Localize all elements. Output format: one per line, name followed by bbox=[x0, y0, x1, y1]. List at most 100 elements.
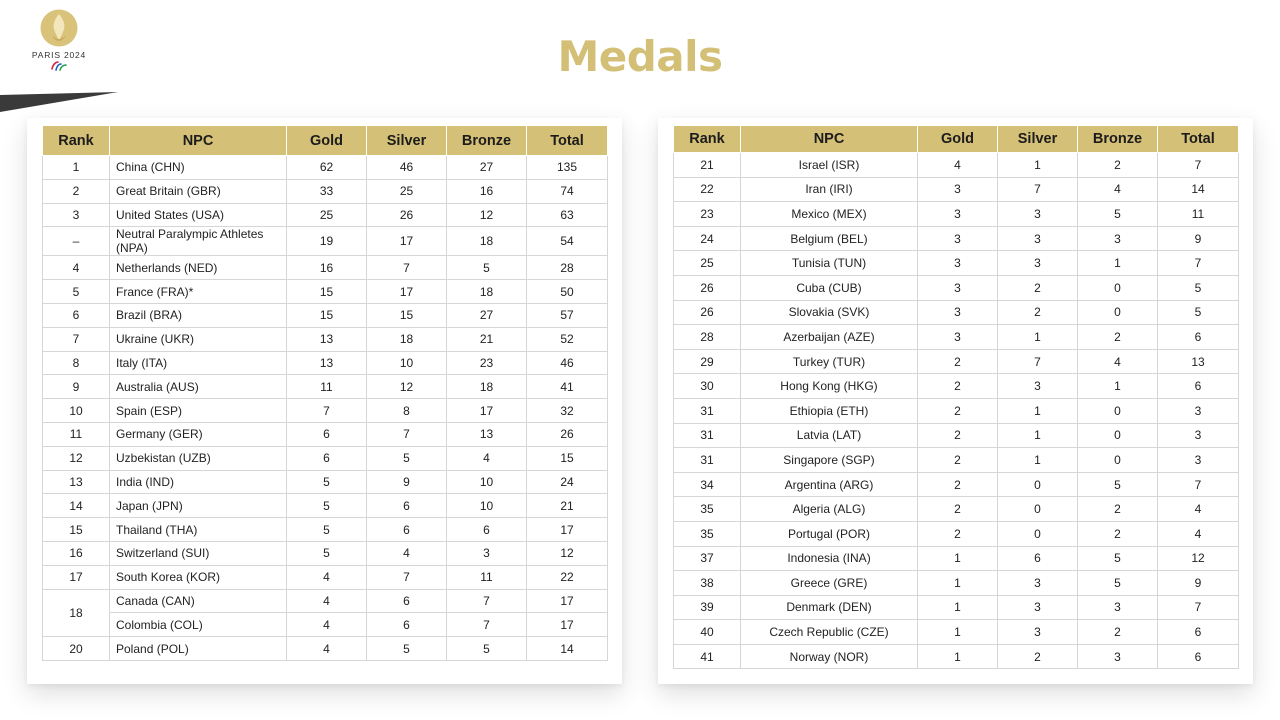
cell-silver: 1 bbox=[997, 397, 1078, 424]
table-row: 16 Switzerland (SUI) 5 4 3 12 bbox=[42, 540, 608, 566]
cell-gold: 7 bbox=[286, 398, 367, 423]
cell-gold: 13 bbox=[286, 326, 367, 352]
table-row: 23 Mexico (MEX) 3 3 5 11 bbox=[673, 201, 1239, 227]
cell-rank: 21 bbox=[673, 152, 741, 178]
cell-rank: 23 bbox=[673, 201, 741, 227]
column-header-silver: Silver bbox=[997, 125, 1078, 153]
cell-bronze: 2 bbox=[1077, 324, 1158, 350]
cell-bronze: 0 bbox=[1077, 422, 1158, 449]
cell-npc: Portugal (POR) bbox=[740, 520, 918, 547]
cell-rank: 11 bbox=[42, 421, 110, 447]
cell-silver: 3 bbox=[997, 201, 1078, 227]
cell-npc: Slovakia (SVK) bbox=[740, 299, 918, 326]
cell-gold: 4 bbox=[286, 588, 367, 614]
cell-gold: 4 bbox=[286, 636, 367, 661]
table-row: 15 Thailand (THA) 5 6 6 17 bbox=[42, 517, 608, 542]
cell-bronze: 11 bbox=[446, 564, 527, 590]
cell-silver: 15 bbox=[366, 302, 447, 328]
table-header-row: Rank NPC Gold Silver Bronze Total bbox=[42, 125, 608, 156]
cell-bronze: 4 bbox=[446, 445, 527, 471]
cell-silver: 1 bbox=[997, 422, 1078, 449]
cell-bronze: 3 bbox=[446, 540, 527, 566]
cell-npc: Netherlands (NED) bbox=[109, 255, 287, 281]
cell-bronze: 27 bbox=[446, 302, 527, 328]
cell-bronze: 5 bbox=[1077, 570, 1158, 596]
cell-silver: 1 bbox=[997, 447, 1078, 473]
cell-gold: 6 bbox=[286, 421, 367, 447]
cell-silver: 7 bbox=[366, 255, 447, 281]
paris-2024-logo: PARIS 2024 bbox=[26, 8, 92, 80]
cell-gold: 62 bbox=[286, 155, 367, 180]
cell-silver: 6 bbox=[366, 588, 447, 614]
cell-rank: – bbox=[42, 226, 110, 257]
cell-silver: 6 bbox=[366, 493, 447, 519]
cell-total: 9 bbox=[1157, 570, 1239, 596]
cell-silver: 17 bbox=[366, 226, 447, 257]
cell-rank: 24 bbox=[673, 225, 741, 252]
cell-gold: 3 bbox=[917, 176, 998, 203]
table-row: 30 Hong Kong (HKG) 2 3 1 6 bbox=[673, 373, 1239, 399]
cell-rank: 26 bbox=[673, 274, 741, 301]
medal-table-panel-left: Rank NPC Gold Silver Bronze Total 1 China… bbox=[27, 118, 622, 684]
cell-rank: 31 bbox=[673, 397, 741, 424]
cell-silver: 5 bbox=[366, 636, 447, 661]
cell-rank: 39 bbox=[673, 594, 741, 621]
cell-total: 57 bbox=[526, 302, 608, 328]
cell-npc: Neutral Paralympic Athletes (NPA) bbox=[109, 226, 287, 257]
cell-bronze: 17 bbox=[446, 398, 527, 423]
page-title: Medals bbox=[557, 32, 723, 81]
cell-total: 7 bbox=[1157, 471, 1239, 498]
cell-rank: 8 bbox=[42, 350, 110, 376]
cell-total: 46 bbox=[526, 350, 608, 376]
cell-bronze: 0 bbox=[1077, 447, 1158, 473]
cell-npc: India (IND) bbox=[109, 469, 287, 495]
cell-npc: Algeria (ALG) bbox=[740, 496, 918, 522]
cell-total: 3 bbox=[1157, 422, 1239, 449]
table-row: 31 Latvia (LAT) 2 1 0 3 bbox=[673, 422, 1239, 449]
cell-npc: Singapore (SGP) bbox=[740, 447, 918, 473]
cell-total: 17 bbox=[526, 612, 608, 638]
cell-silver: 3 bbox=[997, 225, 1078, 252]
column-header-rank: Rank bbox=[673, 125, 741, 153]
cell-rank: 37 bbox=[673, 545, 741, 572]
cell-gold: 1 bbox=[917, 594, 998, 621]
cell-gold: 2 bbox=[917, 422, 998, 449]
cell-rank: 34 bbox=[673, 471, 741, 498]
cell-rank: 40 bbox=[673, 619, 741, 645]
cell-npc: Argentina (ARG) bbox=[740, 471, 918, 498]
table-row: 3 United States (USA) 25 26 12 63 bbox=[42, 202, 608, 228]
cell-rank: 14 bbox=[42, 493, 110, 519]
cell-npc: Great Britain (GBR) bbox=[109, 178, 287, 204]
cell-bronze: 5 bbox=[1077, 545, 1158, 572]
cell-npc: Israel (ISR) bbox=[740, 152, 918, 178]
cell-bronze: 10 bbox=[446, 493, 527, 519]
table-row: 26 Cuba (CUB) 3 2 0 5 bbox=[673, 274, 1239, 301]
cell-npc: Spain (ESP) bbox=[109, 398, 287, 423]
decorative-wedge bbox=[0, 92, 118, 112]
table-row: 28 Azerbaijan (AZE) 3 1 2 6 bbox=[673, 324, 1239, 350]
cell-rank: 22 bbox=[673, 176, 741, 203]
cell-total: 26 bbox=[526, 421, 608, 447]
table-row: 31 Ethiopia (ETH) 2 1 0 3 bbox=[673, 397, 1239, 424]
table-row: 1 China (CHN) 62 46 27 135 bbox=[42, 155, 608, 180]
cell-silver: 0 bbox=[997, 471, 1078, 498]
cell-silver: 3 bbox=[997, 619, 1078, 645]
table-row: 20 Poland (POL) 4 5 5 14 bbox=[42, 636, 608, 661]
cell-rank: 25 bbox=[673, 250, 741, 276]
cell-gold: 5 bbox=[286, 493, 367, 519]
cell-total: 12 bbox=[526, 540, 608, 566]
table-row: Colombia (COL) 4 6 7 17 bbox=[43, 612, 608, 638]
medal-table-right-body: 21 Israel (ISR) 4 1 2 7 22 Iran (IRI) 3 7 4 14 23 Mex… bbox=[673, 152, 1239, 670]
column-header-gold: Gold bbox=[917, 125, 998, 153]
cell-gold: 3 bbox=[917, 274, 998, 301]
cell-silver: 3 bbox=[997, 594, 1078, 621]
cell-total: 6 bbox=[1157, 373, 1239, 399]
cell-bronze: 2 bbox=[1077, 496, 1158, 522]
cell-npc: Tunisia (TUN) bbox=[740, 250, 918, 276]
table-row: 34 Argentina (ARG) 2 0 5 7 bbox=[673, 471, 1239, 498]
cell-silver: 18 bbox=[366, 326, 447, 352]
cell-npc: Uzbekistan (UZB) bbox=[109, 445, 287, 471]
cell-bronze: 5 bbox=[1077, 201, 1158, 227]
cell-total: 50 bbox=[526, 279, 608, 304]
cell-bronze: 18 bbox=[446, 226, 527, 257]
